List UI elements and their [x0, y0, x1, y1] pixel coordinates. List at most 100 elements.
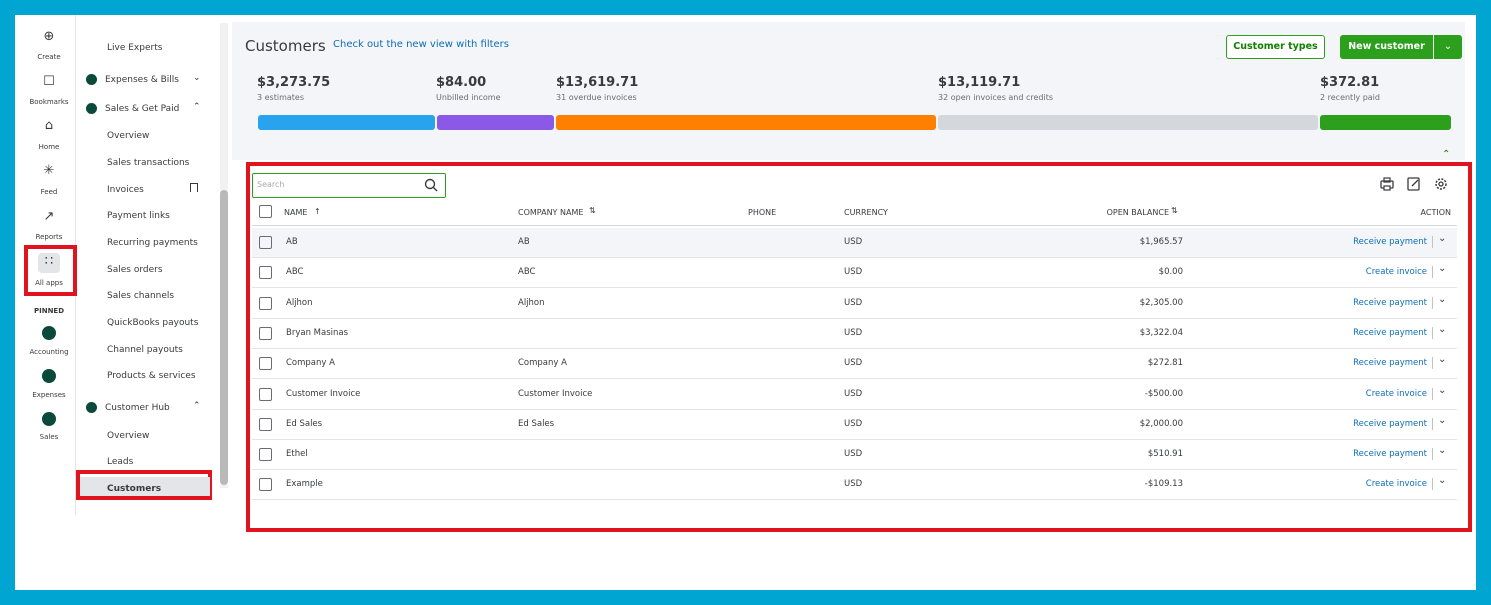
- rail-icon[interactable]: ⌂: [44, 118, 54, 133]
- pinned-label[interactable]: Sales: [39, 433, 59, 441]
- customer-name[interactable]: Bryan Masinas: [286, 327, 349, 338]
- column-header[interactable]: OPEN BALANCE: [1106, 208, 1169, 217]
- customer-name[interactable]: Ethel: [286, 449, 308, 460]
- row-action[interactable]: Receive payment: [1353, 297, 1427, 308]
- bar-unbilled[interactable]: [437, 115, 554, 130]
- pinned-icon[interactable]: [42, 369, 56, 383]
- nav-item[interactable]: Sales & Get Paid: [105, 104, 180, 114]
- action-dropdown[interactable]: ⌄: [1438, 445, 1447, 457]
- bar-paid[interactable]: [1320, 115, 1451, 130]
- nav-item[interactable]: Customer Hub: [105, 403, 170, 413]
- row-action[interactable]: Receive payment: [1353, 327, 1427, 338]
- search-placeholder: Search: [257, 180, 285, 189]
- bar-open[interactable]: [938, 115, 1318, 130]
- checkbox[interactable]: [259, 205, 272, 218]
- nav-item[interactable]: QuickBooks payouts: [107, 318, 199, 328]
- new-customer-dropdown[interactable]: ⌄: [1434, 35, 1462, 59]
- customer-name[interactable]: Example: [286, 479, 323, 490]
- row-line: [252, 287, 1457, 289]
- nav-item[interactable]: Leads: [107, 457, 134, 467]
- nav-item[interactable]: Customers: [107, 484, 162, 494]
- action-dropdown[interactable]: ⌄: [1438, 354, 1447, 366]
- checkbox[interactable]: [259, 266, 272, 280]
- customer-name[interactable]: Aljhon: [286, 297, 313, 308]
- rail-label[interactable]: Home: [38, 143, 60, 151]
- row-action[interactable]: Create invoice: [1365, 479, 1427, 490]
- nav-item[interactable]: Recurring payments: [107, 238, 198, 248]
- row-line: [252, 347, 1457, 349]
- row-action[interactable]: Receive payment: [1353, 449, 1427, 460]
- rail-icon[interactable]: ☐: [43, 74, 55, 89]
- rail-label[interactable]: Feed: [40, 188, 58, 196]
- column-header[interactable]: NAME: [284, 208, 308, 217]
- rail-label[interactable]: Create: [37, 53, 61, 61]
- rail-icon[interactable]: ↗: [43, 209, 55, 224]
- row-line: [252, 317, 1457, 319]
- nav-item[interactable]: Overview: [107, 131, 150, 141]
- action-dropdown[interactable]: ⌄: [1438, 233, 1447, 244]
- pinned-label[interactable]: Expenses: [32, 391, 66, 399]
- nav-item[interactable]: Channel payouts: [107, 345, 183, 355]
- chevron[interactable]: ⌃: [193, 102, 201, 112]
- row-action[interactable]: Receive payment: [1353, 358, 1427, 369]
- nav-item[interactable]: Expenses & Bills: [105, 75, 179, 85]
- checkbox[interactable]: [259, 478, 272, 492]
- column-header[interactable]: PHONE: [748, 208, 777, 217]
- summary-amount: $84.00: [436, 75, 487, 90]
- action-dropdown[interactable]: ⌄: [1438, 323, 1447, 335]
- nav-item[interactable]: Sales channels: [107, 291, 175, 301]
- checkbox[interactable]: [259, 326, 272, 340]
- customer-name[interactable]: ABC: [286, 267, 304, 278]
- bar-estimates[interactable]: [258, 115, 435, 130]
- rail-label[interactable]: All apps: [35, 279, 63, 287]
- rail-icon[interactable]: ✳: [43, 163, 55, 178]
- checkbox[interactable]: [259, 357, 272, 371]
- nav-item[interactable]: Live Experts: [107, 43, 163, 53]
- rail-label[interactable]: Bookmarks: [29, 98, 69, 106]
- customer-name[interactable]: Company A: [286, 358, 335, 369]
- checkbox[interactable]: [259, 387, 272, 401]
- action-dropdown[interactable]: ⌄: [1438, 475, 1447, 487]
- bar-overdue[interactable]: [556, 115, 936, 130]
- customer-name[interactable]: Ed Sales: [286, 418, 323, 429]
- app: Customers Check out the new view with fi…: [15, 15, 1476, 590]
- action-dropdown[interactable]: ⌄: [1438, 263, 1447, 275]
- row-action[interactable]: Create invoice: [1365, 267, 1427, 278]
- row-action[interactable]: Receive payment: [1353, 237, 1427, 247]
- row-action[interactable]: Receive payment: [1353, 418, 1427, 429]
- search-box[interactable]: Search: [252, 173, 446, 198]
- bookmark-icon[interactable]: [190, 183, 198, 192]
- collapse-toggle[interactable]: ⌃: [1442, 149, 1451, 160]
- customer-types-button[interactable]: Customer types: [1226, 35, 1325, 59]
- nav-item[interactable]: Sales orders: [107, 265, 163, 275]
- nav-item[interactable]: Invoices: [107, 185, 144, 195]
- search-icon: [424, 178, 438, 192]
- action-dropdown[interactable]: ⌄: [1438, 384, 1447, 396]
- chevron[interactable]: ⌃: [193, 401, 201, 411]
- action-dropdown[interactable]: ⌄: [1438, 293, 1447, 305]
- pinned-icon[interactable]: [42, 412, 56, 426]
- action-dropdown[interactable]: ⌄: [1438, 414, 1447, 426]
- checkbox[interactable]: [259, 236, 272, 249]
- column-header[interactable]: COMPANY NAME: [518, 208, 584, 217]
- checkbox[interactable]: [259, 296, 272, 310]
- nav-item[interactable]: Overview: [107, 431, 150, 441]
- new-customer-button[interactable]: New customer: [1340, 35, 1433, 59]
- row-action[interactable]: Create invoice: [1365, 388, 1427, 399]
- nav-item[interactable]: Payment links: [107, 211, 170, 221]
- nav-item[interactable]: Sales transactions: [107, 158, 190, 168]
- chevron[interactable]: ⌄: [193, 73, 201, 83]
- table-tools[interactable]: [1378, 176, 1468, 192]
- checkbox[interactable]: [259, 448, 272, 462]
- customer-name[interactable]: Customer Invoice: [286, 388, 361, 399]
- rail-icon[interactable]: ∷: [44, 254, 54, 269]
- filters-link[interactable]: Check out the new view with filters: [333, 39, 510, 50]
- rail-label[interactable]: Reports: [35, 233, 63, 241]
- pinned-label[interactable]: Accounting: [29, 348, 69, 356]
- column-header[interactable]: CURRENCY: [844, 208, 888, 217]
- pinned-icon[interactable]: [42, 326, 56, 340]
- rail-icon[interactable]: ⊕: [43, 29, 55, 44]
- checkbox[interactable]: [259, 417, 272, 431]
- customer-name[interactable]: AB: [286, 237, 298, 247]
- nav-item[interactable]: Products & services: [107, 371, 196, 381]
